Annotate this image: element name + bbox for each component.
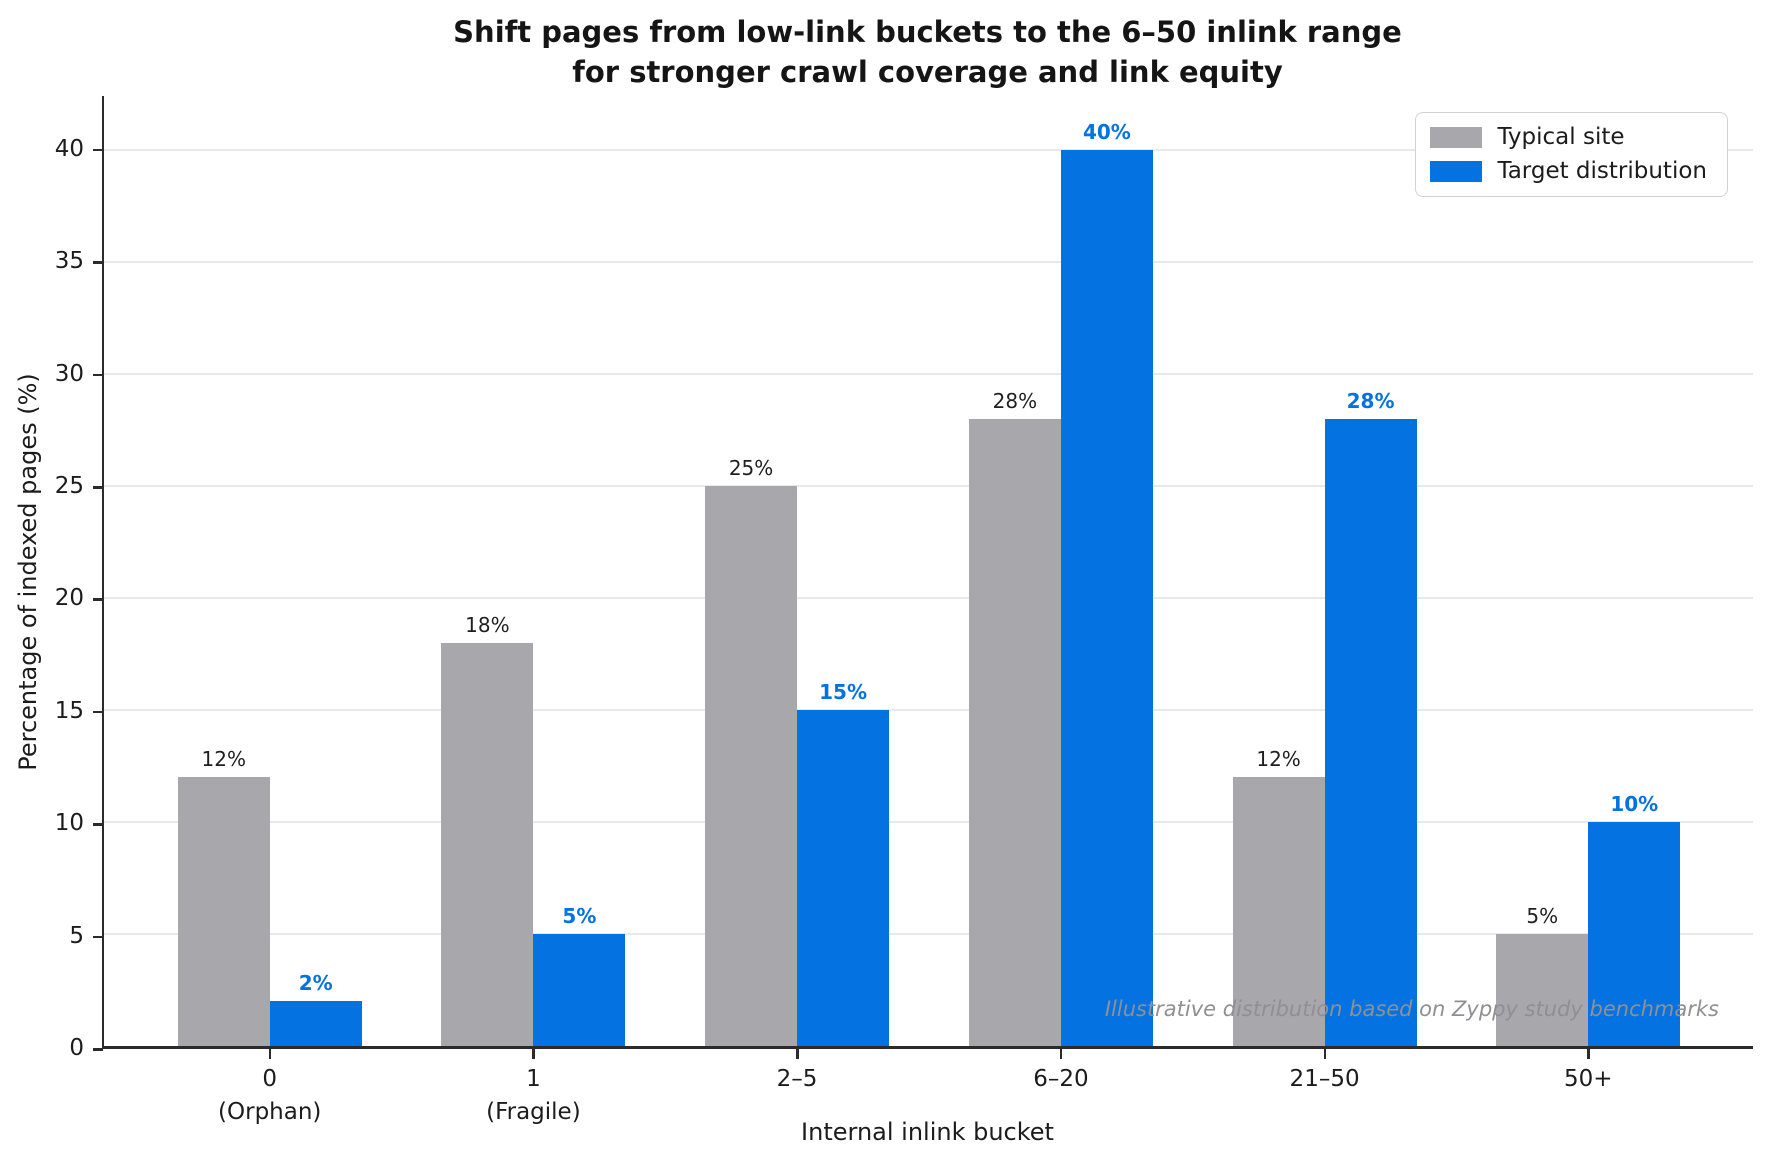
y-tick-mark bbox=[93, 935, 103, 939]
bar-typical-site-3: 28% bbox=[968, 391, 1061, 1046]
x-tick-mark bbox=[796, 1049, 799, 1059]
y-tick-mark bbox=[93, 148, 103, 152]
legend: Typical site Target distribution bbox=[1415, 112, 1728, 197]
x-tick-label-main: 21–50 bbox=[1289, 1066, 1360, 1092]
bar-value-label: 28% bbox=[1346, 388, 1395, 413]
bar-typical-site-5: 5% bbox=[1496, 906, 1589, 1046]
bar-target-distribution-5: 10% bbox=[1588, 794, 1681, 1046]
bar-value-label: 2% bbox=[298, 971, 333, 996]
x-tick-label-sub: (Orphan) bbox=[218, 1098, 322, 1125]
gridline bbox=[104, 820, 1753, 823]
bar-target-distribution-4: 28% bbox=[1324, 391, 1417, 1046]
y-tick-label: 40 bbox=[54, 135, 84, 162]
bar-value-label: 5% bbox=[1526, 903, 1559, 928]
bar-value-label: 12% bbox=[201, 747, 246, 772]
x-tick-label-main: 2–5 bbox=[776, 1066, 818, 1092]
bar-value-label: 5% bbox=[562, 903, 597, 928]
x-tick-mark bbox=[1059, 1049, 1063, 1059]
bar-target-distribution-3: 40% bbox=[1060, 122, 1153, 1046]
x-tick-label: 2–5 bbox=[777, 1063, 818, 1096]
bar-group-0: 12% 2% 0 (Orphan) bbox=[177, 96, 362, 1125]
y-tick-mark bbox=[93, 823, 103, 826]
y-tick-mark bbox=[93, 598, 103, 601]
legend-swatch-typical-site bbox=[1430, 127, 1483, 148]
y-tick-label: 25 bbox=[54, 473, 84, 500]
gridline bbox=[104, 484, 1753, 487]
x-tick-label: 50+ bbox=[1564, 1063, 1613, 1096]
bar-group-4: 12% 28% 21–50 bbox=[1232, 96, 1417, 1092]
bar-target-distribution-1: 5% bbox=[533, 906, 626, 1046]
bar-typical-site-2: 25% bbox=[705, 458, 798, 1046]
x-tick-label-main: 6–20 bbox=[1033, 1066, 1089, 1092]
gridline bbox=[104, 372, 1753, 375]
bar-typical-site-4: 12% bbox=[1232, 749, 1325, 1046]
bar-value-label: 28% bbox=[992, 388, 1038, 413]
y-tick-mark bbox=[93, 373, 103, 377]
x-tick-mark bbox=[1323, 1049, 1327, 1059]
x-tick-label: 0 (Orphan) bbox=[218, 1063, 321, 1128]
x-tick-label-sub: (Fragile) bbox=[486, 1098, 581, 1125]
bar-group-1: 18% 5% 1 (Fragile) bbox=[441, 96, 626, 1125]
bar-target-distribution-0: 2% bbox=[269, 973, 362, 1046]
legend-item-typical-site: Typical site bbox=[1430, 126, 1707, 149]
bar-group-2: 25% 15% 2–5 bbox=[705, 96, 890, 1092]
gridline bbox=[104, 932, 1753, 935]
legend-label: Typical site bbox=[1497, 124, 1625, 150]
x-tick-label: 21–50 bbox=[1290, 1063, 1360, 1096]
bar-value-label: 18% bbox=[465, 612, 510, 637]
bar-target-distribution-2: 15% bbox=[797, 682, 890, 1046]
x-tick-mark bbox=[1587, 1049, 1590, 1059]
source-annotation: Illustrative distribution based on Zyppy… bbox=[1104, 997, 1719, 1021]
bar-value-label: 10% bbox=[1610, 791, 1659, 816]
x-tick-label-main: 0 bbox=[262, 1066, 278, 1092]
x-tick-label: 6–20 bbox=[1033, 1063, 1088, 1096]
y-tick-label: 15 bbox=[54, 697, 84, 724]
x-tick-label: 1 (Fragile) bbox=[486, 1063, 581, 1128]
gridline bbox=[104, 596, 1753, 599]
x-axis-label: Internal inlink bucket bbox=[801, 1118, 1054, 1146]
bar-value-label: 12% bbox=[1256, 747, 1301, 772]
gridline bbox=[104, 260, 1753, 263]
gridline bbox=[104, 148, 1753, 151]
legend-swatch-target-distribution bbox=[1430, 161, 1483, 182]
y-tick-label: 20 bbox=[54, 585, 84, 612]
bar-value-label: 15% bbox=[819, 679, 867, 704]
chart-title-line1: Shift pages from low-link buckets to the… bbox=[453, 15, 1402, 49]
x-tick-label-main: 50+ bbox=[1563, 1066, 1613, 1092]
plot-area: 12% 2% 0 (Orphan) 18% 5% bbox=[102, 96, 1753, 1125]
y-tick-label: 30 bbox=[54, 360, 84, 387]
y-tick-mark bbox=[93, 486, 103, 489]
y-tick-label: 5 bbox=[69, 922, 84, 949]
y-tick-mark bbox=[93, 710, 103, 714]
x-tick-mark bbox=[268, 1049, 272, 1059]
legend-label: Target distribution bbox=[1497, 158, 1707, 184]
bar-value-label: 25% bbox=[728, 455, 774, 480]
y-tick-label: 35 bbox=[54, 248, 84, 275]
bar-group-5: 5% 10% 50+ bbox=[1496, 96, 1681, 1092]
bar-group-3: 28% 40% 6–20 bbox=[968, 96, 1153, 1092]
legend-item-target-distribution: Target distribution bbox=[1430, 160, 1707, 183]
y-tick-label: 0 bbox=[69, 1035, 84, 1061]
chart-title-line2: for stronger crawl coverage and link equ… bbox=[572, 55, 1283, 90]
bar-typical-site-1: 18% bbox=[441, 615, 534, 1046]
x-tick-mark bbox=[532, 1049, 535, 1059]
gridline bbox=[104, 708, 1753, 711]
y-tick-mark bbox=[93, 261, 103, 264]
bar-value-label: 40% bbox=[1082, 119, 1131, 144]
bar-typical-site-0: 12% bbox=[177, 749, 270, 1046]
y-tick-mark bbox=[93, 1048, 103, 1051]
chart-title: Shift pages from low-link buckets to the… bbox=[102, 12, 1753, 92]
y-tick-label: 10 bbox=[54, 810, 84, 837]
x-tick-label-main: 1 bbox=[526, 1066, 541, 1092]
y-axis: 0 5 10 15 20 25 30 35 40 bbox=[0, 96, 103, 1060]
